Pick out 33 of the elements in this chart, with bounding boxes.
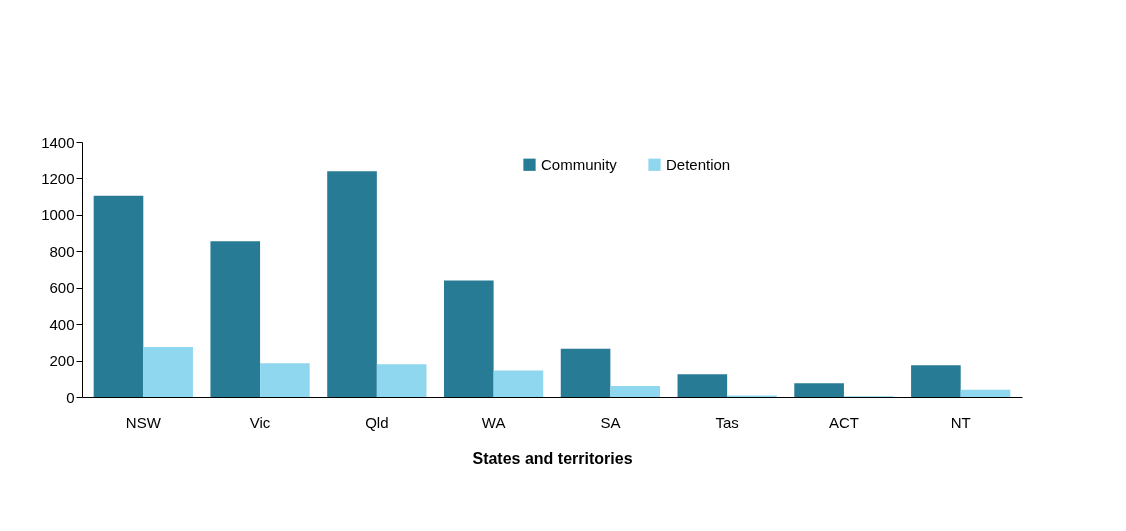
- x-tick-label: ACT: [828, 413, 859, 431]
- bar: [376, 364, 427, 397]
- y-tick-label: 600: [49, 279, 75, 297]
- bar: [443, 280, 494, 397]
- legend-label: Detention: [666, 155, 731, 173]
- y-tick-label: 400: [49, 315, 75, 333]
- y-tick-label: 0: [66, 388, 75, 406]
- bar: [610, 386, 661, 397]
- y-tick-label: 200: [49, 352, 75, 370]
- x-tick-label: Vic: [249, 413, 271, 431]
- y-tick-label: 1200: [41, 169, 75, 187]
- y-tick-label: 800: [49, 242, 75, 260]
- bar: [327, 171, 377, 397]
- bar: [677, 374, 728, 397]
- x-tick-label: WA: [481, 413, 506, 431]
- bar: [560, 348, 611, 397]
- bar: [210, 241, 261, 397]
- bar: [93, 195, 144, 397]
- bar: [143, 346, 193, 397]
- bar: [960, 389, 1011, 397]
- x-tick-label: NSW: [125, 413, 162, 431]
- y-tick-label: 1000: [41, 206, 75, 224]
- legend-label: Community: [541, 155, 618, 173]
- x-axis-title: States and territories: [472, 449, 633, 467]
- y-tick-label: 1400: [41, 133, 75, 151]
- bar: [260, 363, 310, 397]
- bar: [794, 383, 844, 397]
- x-tick-label: Tas: [715, 413, 739, 431]
- bar: [911, 365, 961, 397]
- x-tick-label: NT: [950, 413, 971, 431]
- bar: [493, 370, 544, 397]
- x-tick-label: Qld: [365, 413, 389, 431]
- x-tick-label: SA: [600, 413, 621, 431]
